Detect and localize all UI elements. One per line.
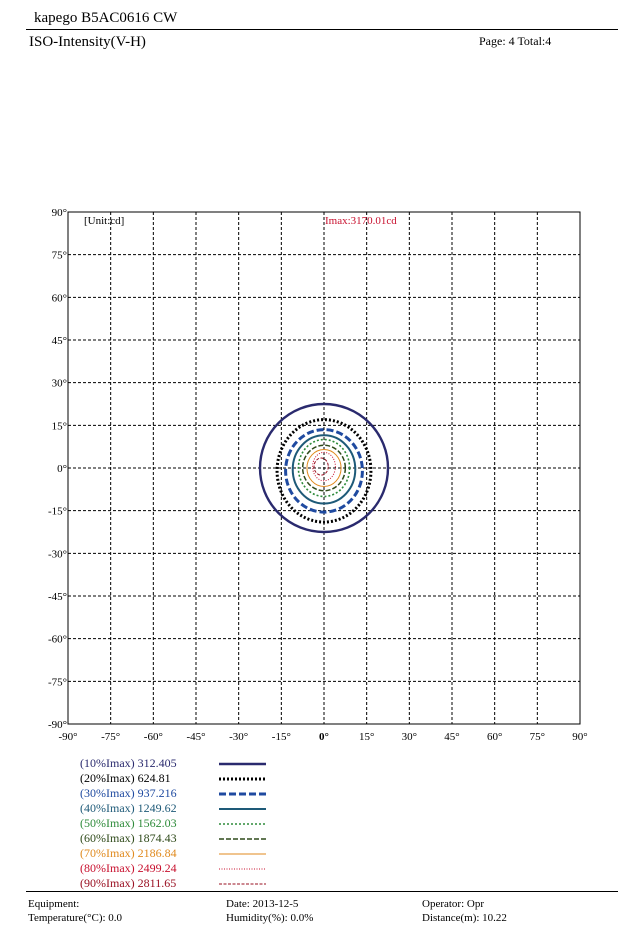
legend-entry: (40%Imax) 1249.62 (80, 801, 177, 816)
x-tick-label: 30° (402, 731, 417, 743)
legend-entry: (10%Imax) 312.405 (80, 756, 177, 771)
product-title: kapego B5AC0616 CW (34, 10, 178, 26)
legend-series-value: 1249.62 (137, 801, 177, 815)
x-tick-label: -90° (58, 731, 77, 743)
x-tick-label: -60° (144, 731, 163, 743)
x-tick-label: 60° (487, 731, 502, 743)
y-tick-label: 75° (52, 250, 67, 262)
legend-entry: (80%Imax) 2499.24 (80, 861, 177, 876)
legend-series-name: (20%Imax) (80, 771, 135, 785)
legend-entry: (90%Imax) 2811.65 (80, 876, 176, 891)
imax-label: Imax:3170.01cd (325, 215, 397, 227)
contour-line-9 (313, 457, 329, 476)
x-tick-label: 75° (530, 731, 545, 743)
unit-label: [Unit:cd] (84, 215, 124, 227)
y-tick-label: 15° (52, 420, 67, 432)
contour-line-5 (297, 438, 351, 498)
contour-line-2 (275, 418, 373, 524)
x-tick-label: 15° (359, 731, 374, 743)
temperature-label: Temperature(°C): 0.0 (28, 912, 123, 924)
plot-border (67, 211, 581, 725)
legend-entry: (30%Imax) 937.216 (80, 786, 177, 801)
y-tick-label: -75° (48, 676, 67, 688)
legend-series-value: 312.405 (137, 756, 177, 770)
legend-entry: (60%Imax) 1874.43 (80, 831, 177, 846)
x-tick-label: -45° (186, 731, 205, 743)
y-tick-label: -60° (48, 634, 67, 646)
contour-line-1 (258, 402, 390, 534)
x-tick-label: 0° (319, 731, 329, 743)
contour-line-3 (284, 428, 364, 514)
y-tick-label: 60° (52, 292, 67, 304)
legend-entry: (20%Imax) 624.81 (80, 771, 171, 786)
header-divider (26, 29, 618, 30)
date-label: Date: 2013-12-5 (226, 898, 299, 910)
page-subtitle: ISO-Intensity(V-H) (29, 34, 146, 50)
footer-divider (26, 891, 618, 892)
x-tick-label: -15° (272, 731, 291, 743)
legend-series-value: 2811.65 (137, 876, 177, 890)
legend-series-name: (60%Imax) (80, 831, 135, 845)
legend-series-value: 2186.84 (137, 846, 177, 860)
legend-series-value: 2499.24 (137, 861, 177, 875)
x-tick-label: -30° (229, 731, 248, 743)
legend-series-name: (90%Imax) (80, 876, 135, 890)
page-info: Page: 4 Total:4 (479, 34, 552, 48)
x-tick-label: 90° (572, 731, 587, 743)
y-tick-label: -90° (48, 719, 67, 731)
operator-label: Operator: Opr (422, 898, 485, 910)
contour-line-4 (291, 434, 357, 505)
y-tick-label: -45° (48, 591, 67, 603)
y-tick-label: 90° (52, 207, 67, 219)
y-tick-label: -30° (48, 548, 67, 560)
legend-series-name: (30%Imax) (80, 786, 135, 800)
legend-series-name: (80%Imax) (80, 861, 135, 875)
legend-series-name: (50%Imax) (80, 816, 135, 830)
y-tick-label: 0° (57, 463, 67, 475)
y-tick-label: 30° (52, 378, 67, 390)
legend-entry: (70%Imax) 2186.84 (80, 846, 177, 861)
contour-line-7 (306, 449, 342, 487)
legend-series-value: 1562.03 (137, 816, 177, 830)
legend-series-value: 1874.43 (137, 831, 177, 845)
contour-line-6 (301, 444, 347, 492)
equipment-label: Equipment: (28, 898, 80, 910)
legend-entry: (50%Imax) 1562.03 (80, 816, 177, 831)
y-tick-label: 45° (52, 335, 67, 347)
legend-series-name: (70%Imax) (80, 846, 135, 860)
legend-series-value: 624.81 (137, 771, 171, 785)
x-tick-label: 45° (444, 731, 459, 743)
y-tick-label: -15° (48, 506, 67, 518)
x-tick-label: -75° (101, 731, 120, 743)
legend-series-name: (40%Imax) (80, 801, 135, 815)
legend-series-value: 937.216 (137, 786, 177, 800)
distance-label: Distance(m): 10.22 (422, 912, 507, 924)
humidity-label: Humidity(%): 0.0% (226, 912, 314, 924)
legend-series-name: (10%Imax) (80, 756, 135, 770)
contour-line-8 (312, 451, 336, 482)
